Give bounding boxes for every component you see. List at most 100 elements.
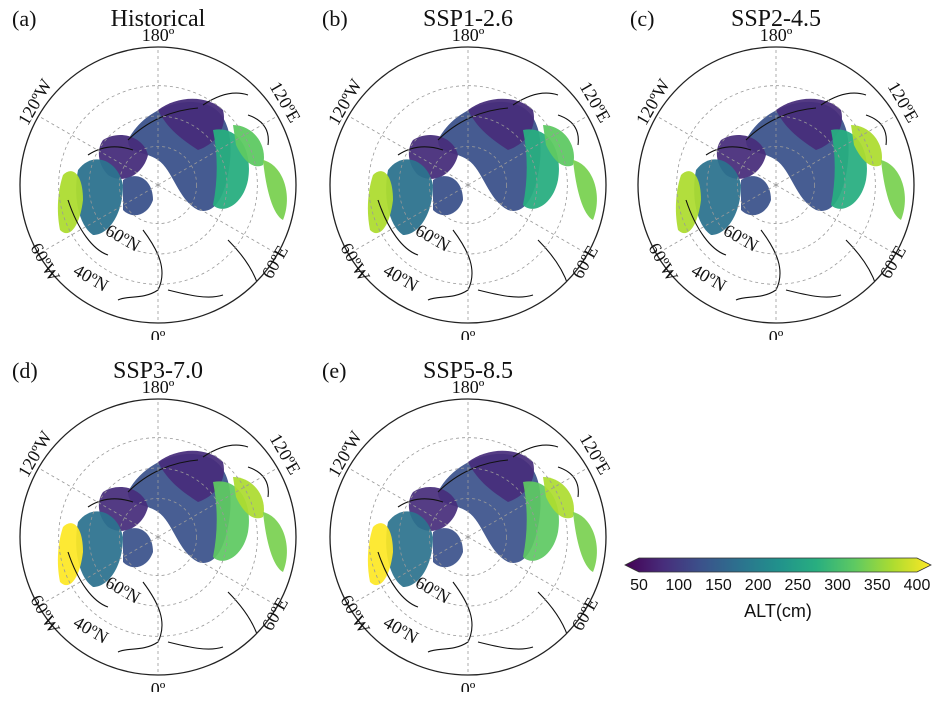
panel-label: (b) (322, 6, 348, 31)
meridian-line (467, 467, 588, 538)
coastline (247, 114, 269, 146)
region-yakutia-south (543, 125, 574, 167)
panel-label: (d) (12, 358, 38, 383)
region-canada-arctic (433, 176, 463, 216)
map-label-right-upper: 120ºE (266, 430, 305, 478)
polar-map: 180º 0º 120ºW 120ºE 60ºW 60ºE 60ºN 40ºN (14, 377, 305, 692)
region-yakutia-south (233, 125, 264, 167)
map-label-left-lower: 60ºW (336, 239, 374, 284)
region-yakutia-south (851, 125, 882, 167)
coastline (167, 641, 224, 650)
colorbar: 50 100 150 200 250 300 350 400 ALT(cm) (623, 555, 933, 635)
meridian-line (157, 467, 278, 538)
region-canada-west (76, 511, 123, 587)
map-label-right-lower: 60ºE (567, 242, 602, 282)
polar-map: 180º 0º 120ºW 120ºE 60ºW 60ºE 60ºN 40ºN (14, 25, 305, 340)
coastline (512, 92, 559, 106)
coastline (477, 641, 534, 650)
coastline (845, 239, 877, 286)
coastline (127, 459, 199, 493)
map-content (675, 92, 905, 301)
colorbar-tick: 300 (824, 577, 851, 594)
map-label-lat-60: 60ºN (102, 572, 144, 608)
coastline (685, 199, 727, 256)
coastline (785, 289, 842, 298)
map-label-lat-60: 60ºN (102, 220, 144, 256)
map-boundary (329, 46, 607, 324)
map-label-left-upper: 120ºW (324, 76, 366, 129)
map-label-left-lower: 60ºW (26, 591, 64, 636)
coastline (227, 239, 259, 286)
colorbar-tick: 150 (705, 577, 732, 594)
map-label-left-upper: 120ºW (14, 428, 56, 481)
region-canada-west (386, 511, 433, 587)
map-label-top: 180º (142, 25, 175, 45)
panel-label: (a) (12, 6, 37, 31)
region-tibet (263, 160, 287, 220)
map-label-left-lower: 60ºW (336, 591, 374, 636)
region-canada-south (57, 171, 83, 234)
region-tibet (263, 512, 287, 572)
polar-map: 180º 0º 120ºW 120ºE 60ºW 60ºE 60ºN 40ºN (324, 377, 615, 692)
region-canada-west (694, 159, 741, 235)
meridian-line (775, 115, 896, 186)
colorbar-tick: 200 (744, 577, 772, 594)
panel-label: (c) (630, 6, 655, 31)
polar-map: 180º 0º 120ºW 120ºE 60ºW 60ºE 60ºN 40ºN (632, 25, 923, 340)
map-label-lat-40: 40ºN (380, 260, 422, 296)
map-label-lat-60: 60ºN (720, 220, 762, 256)
meridian-line (467, 115, 588, 186)
map-label-right-lower: 60ºE (875, 242, 910, 282)
coastline (437, 107, 509, 141)
region-canada-arctic (123, 528, 153, 568)
coastline (397, 498, 444, 508)
region-canada-south (57, 523, 83, 586)
region-yakutia-south (233, 477, 264, 519)
meridian-line (467, 184, 588, 255)
region-canada-west (386, 159, 433, 235)
region-tibet (573, 512, 597, 572)
map-label-right-lower: 60ºE (257, 594, 292, 634)
coastline (67, 551, 109, 608)
map-panel: 180º 0º 120ºW 120ºE 60ºW 60ºE 60ºN 40ºN (b) SSP1-… (318, 0, 618, 340)
coastline (87, 498, 134, 508)
coastline (865, 114, 887, 146)
colorbar-label: ALT(cm) (744, 601, 812, 621)
map-label-lat-40: 40ºN (688, 260, 730, 296)
map-panel: 180º 0º 120ºW 120ºE 60ºW 60ºE 60ºN 40ºN (a) Histo… (8, 0, 308, 340)
map-label-right-lower: 60ºE (567, 594, 602, 634)
meridian-line (157, 184, 278, 255)
coastline (247, 466, 269, 498)
coastline (227, 591, 259, 638)
map-panel: 180º 0º 120ºW 120ºE 60ºW 60ºE 60ºN 40ºN (c) SSP2-… (626, 0, 926, 340)
map-label-bottom: 0º (151, 327, 166, 340)
map-boundary (19, 398, 297, 676)
coastline (87, 146, 134, 156)
map-label-top: 180º (142, 377, 175, 397)
map-boundary (19, 46, 297, 324)
region-canada-arctic (741, 176, 771, 216)
region-canada-south (367, 171, 393, 234)
meridian-line (38, 115, 159, 186)
coastline (512, 444, 559, 458)
colorbar-tick: 350 (863, 577, 891, 594)
coastline (202, 444, 249, 458)
map-label-top: 180º (452, 25, 485, 45)
map-label-lat-40: 40ºN (70, 612, 112, 648)
polar-map: 180º 0º 120ºW 120ºE 60ºW 60ºE 60ºN 40ºN (324, 25, 615, 340)
map-label-bottom: 0º (769, 327, 784, 340)
latitude-circle (368, 85, 568, 285)
panel-title: Historical (110, 6, 206, 32)
map-panel: 180º 0º 120ºW 120ºE 60ºW 60ºE 60ºN 40ºN (e) SSP5-… (318, 352, 618, 692)
coastline (67, 199, 109, 256)
map-label-bottom: 0º (461, 679, 476, 692)
map-label-right-lower: 60ºE (257, 242, 292, 282)
coastline (167, 289, 224, 298)
map-label-right-upper: 120ºE (576, 430, 615, 478)
colorbar-tick: 50 (630, 577, 648, 594)
meridian-line (38, 467, 159, 538)
meridian-line (348, 536, 469, 607)
map-label-left-upper: 120ºW (324, 428, 366, 481)
latitude-circle (676, 85, 876, 285)
coastline (127, 107, 199, 141)
